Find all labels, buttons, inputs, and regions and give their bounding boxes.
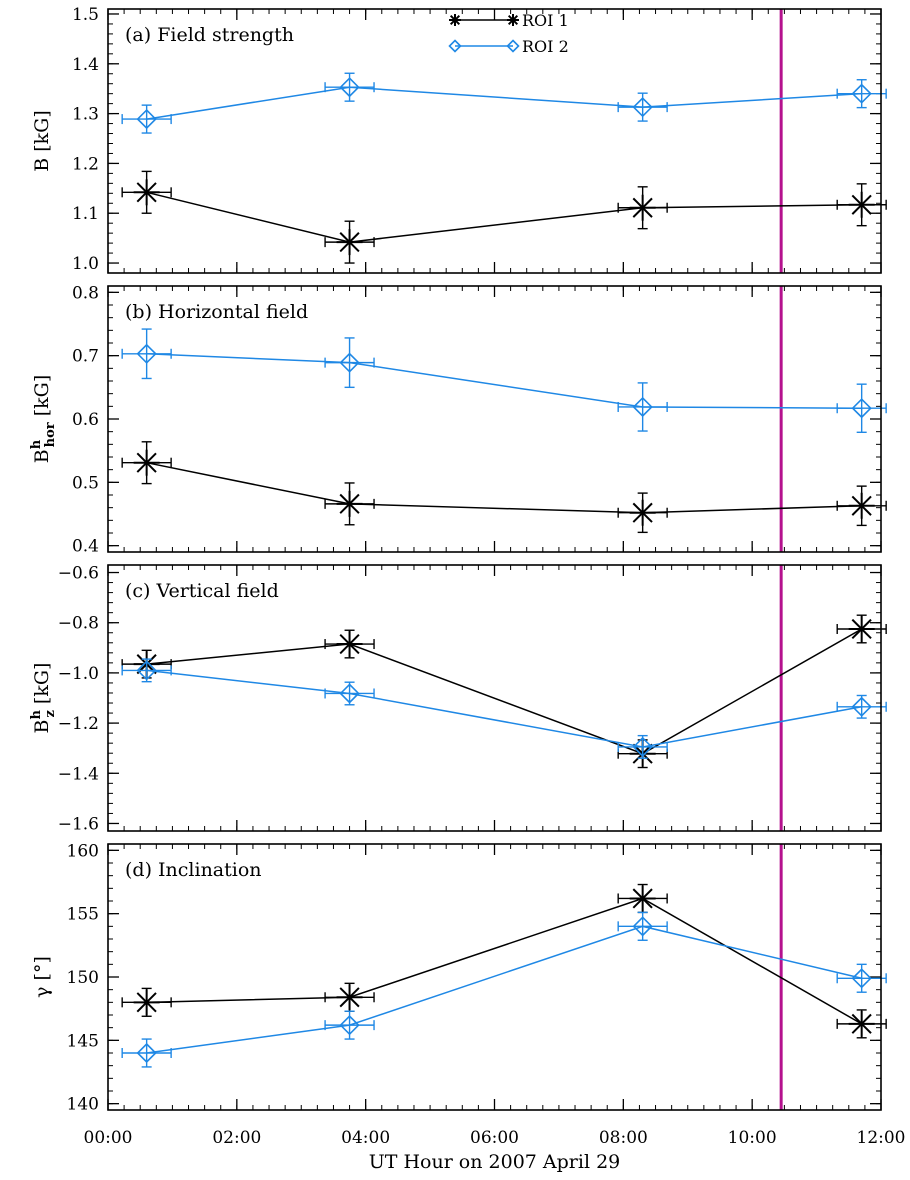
legend-marker-d2 xyxy=(507,14,519,26)
data-point-roi2 xyxy=(339,352,360,373)
data-point-roi1-d2 xyxy=(632,197,653,218)
data-point-roi2 xyxy=(136,660,157,681)
panel-title: (b) Horizontal field xyxy=(125,301,308,323)
legend-label: ROI 2 xyxy=(522,37,569,56)
ytick-label: −0.6 xyxy=(58,564,99,584)
x-axis-label: UT Hour on 2007 April 29 xyxy=(369,1151,621,1173)
series-line-2 xyxy=(146,669,862,748)
data-point-roi2 xyxy=(632,736,653,758)
data-point-roi2 xyxy=(632,916,653,937)
data-point-roi1-d2 xyxy=(136,452,157,473)
panel-1: 0.4 0.5 0.6 0.7 0.8 (b) Horizontal field Bhhor… xyxy=(29,283,887,557)
data-point-roi2 xyxy=(136,1042,157,1064)
series-line-1 xyxy=(146,628,863,755)
panel-title: (c) Vertical field xyxy=(125,580,279,602)
xtick-label: 04:00 xyxy=(341,1128,390,1148)
legend: ROI 1 ROI 2 xyxy=(448,11,569,56)
panel-frame xyxy=(107,564,882,832)
data-point-roi2 xyxy=(136,108,157,130)
series-line-1 xyxy=(146,191,862,243)
legend-marker xyxy=(448,39,462,53)
data-point-roi2 xyxy=(632,396,653,418)
ytick-label: 0.8 xyxy=(72,283,99,303)
panel-title: (a) Field strength xyxy=(125,24,294,46)
ytick-label: −1.4 xyxy=(58,764,99,784)
data-point-roi1-d2 xyxy=(851,194,872,215)
data-point-roi1-d2 xyxy=(339,633,360,655)
panel-title: (d) Inclination xyxy=(125,859,262,881)
data-point-roi1-d2 xyxy=(136,182,157,203)
data-point-roi2 xyxy=(851,83,872,104)
xtick-label: 12:00 xyxy=(857,1128,906,1148)
y-axis-label: Bhhor [kG] xyxy=(29,375,58,463)
data-point-roi1-d2 xyxy=(339,493,360,514)
series-line-2 xyxy=(146,353,862,409)
xtick-label: 08:00 xyxy=(599,1128,648,1148)
y-axis-label: γ [°] xyxy=(31,956,53,998)
series-line-1 xyxy=(146,461,862,514)
ytick-label: 1.2 xyxy=(72,154,99,174)
ytick-label: 160 xyxy=(67,841,99,861)
xtick-label: 00:00 xyxy=(84,1128,133,1148)
panel-frame xyxy=(107,843,882,1111)
panel-3: 140 145 150 155 160 (d) Inclination γ [°] xyxy=(31,841,887,1115)
ytick-label: 155 xyxy=(67,905,99,925)
xtick-label: 06:00 xyxy=(470,1128,519,1148)
legend-marker xyxy=(506,39,520,53)
y-axis-label: Bhz [kG] xyxy=(29,663,58,734)
legend-marker-d2 xyxy=(449,14,461,26)
ytick-label: 1.0 xyxy=(72,254,99,274)
ytick-label: 150 xyxy=(67,968,99,988)
data-point-roi2 xyxy=(851,968,872,989)
ytick-label: 1.1 xyxy=(72,204,99,224)
ytick-label: −0.8 xyxy=(58,614,99,634)
data-point-roi1-d2 xyxy=(851,1013,872,1034)
xtick-label: 10:00 xyxy=(728,1128,777,1148)
data-point-roi1-d2 xyxy=(632,888,653,909)
data-point-roi1-d2 xyxy=(851,495,872,516)
ytick-label: 0.5 xyxy=(72,473,99,493)
data-point-roi1-d2 xyxy=(339,987,360,1008)
xtick-label: 02:00 xyxy=(212,1128,261,1148)
ytick-label: 145 xyxy=(67,1031,99,1051)
data-point-roi2 xyxy=(339,77,360,98)
ytick-label: 0.6 xyxy=(72,410,99,430)
ytick-label: 140 xyxy=(67,1095,99,1115)
data-point-roi1-d2 xyxy=(136,992,157,1013)
data-point-roi2 xyxy=(851,398,872,419)
ytick-label: 0.4 xyxy=(72,537,99,557)
ytick-label: 1.4 xyxy=(72,55,99,75)
panel-2: −1.6 −1.4 −1.2 −1.0 −0.8 −0.6 (c) Vertical fie… xyxy=(29,564,887,834)
legend-label: ROI 1 xyxy=(522,11,569,30)
panel-frame xyxy=(107,285,882,553)
ytick-label: −1.6 xyxy=(58,814,99,834)
data-point-roi1-d2 xyxy=(632,502,653,523)
panel-0: 1.0 1.1 1.2 1.3 1.4 1.5 (a) Field strength B [k… xyxy=(31,5,887,274)
y-axis-label: B [kG] xyxy=(31,110,53,172)
ytick-label: 0.7 xyxy=(72,347,99,367)
data-point-roi2 xyxy=(632,96,653,118)
ytick-label: 1.5 xyxy=(72,5,99,25)
panel-frame xyxy=(107,8,882,274)
data-point-roi2 xyxy=(339,683,360,704)
ytick-label: −1.0 xyxy=(58,664,99,684)
series-line-2 xyxy=(146,86,862,120)
data-point-roi1-d2 xyxy=(851,618,872,640)
data-point-roi2 xyxy=(339,1015,360,1036)
data-point-roi2 xyxy=(851,696,872,717)
series-line-1 xyxy=(146,897,863,1025)
data-point-roi2 xyxy=(136,343,157,364)
ytick-label: −1.2 xyxy=(58,714,99,734)
ytick-label: 1.3 xyxy=(72,105,99,125)
series-line-2 xyxy=(146,925,862,1054)
data-point-roi1-d2 xyxy=(339,232,360,253)
